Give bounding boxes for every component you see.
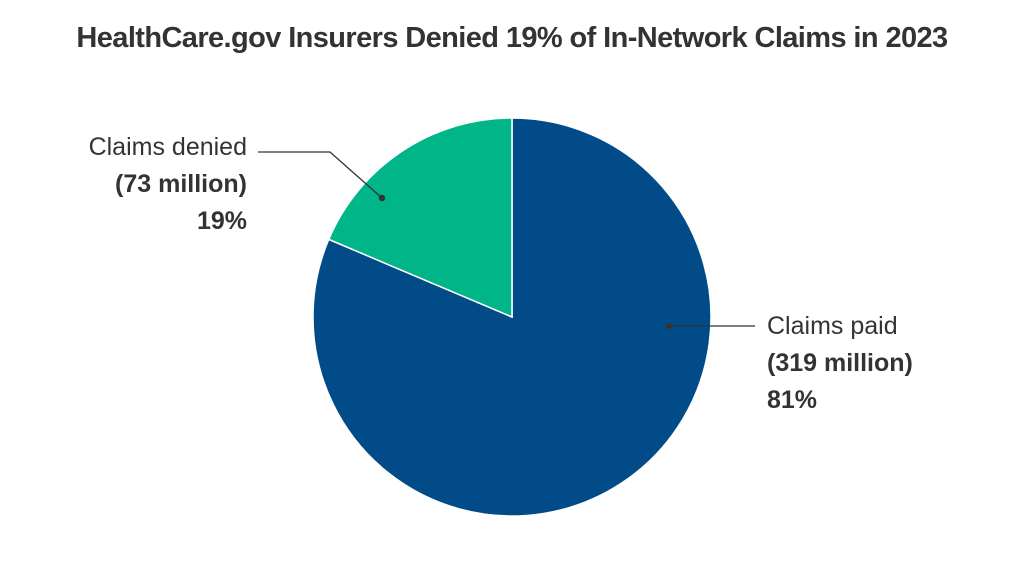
label-paid-pct: 81%: [767, 386, 818, 414]
chart-title: HealthCare.gov Insurers Denied 19% of In…: [76, 22, 948, 54]
label-denied-count: (73 million): [115, 170, 247, 198]
slice-claims-paid: [312, 117, 712, 517]
pie-slices: [312, 117, 712, 517]
label-paid-count: (319 million): [767, 349, 913, 377]
label-paid-name: Claims paid: [767, 312, 898, 340]
slice-claims-denied: [327, 117, 513, 319]
leader-line-denied: [258, 151, 386, 202]
label-claims-paid: Claims paid (319 million) 81%: [767, 308, 913, 419]
label-claims-denied: Claims denied (73 million) 19%: [89, 129, 247, 240]
leader-line-paid: [665, 322, 755, 330]
label-denied-name: Claims denied: [88, 133, 247, 161]
label-denied-pct: 19%: [196, 207, 247, 235]
